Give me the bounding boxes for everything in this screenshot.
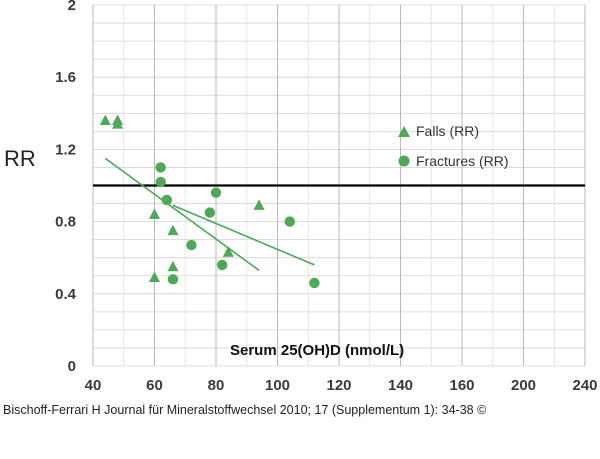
falls-point <box>149 208 160 219</box>
x-tick-label: 80 <box>208 377 225 394</box>
y-tick-label: 0.4 <box>55 286 77 303</box>
x-tick-labels: 40 60 80 100 120 140 160 200 240 <box>85 377 598 394</box>
fractures-point <box>216 259 228 271</box>
x-tick-label: 100 <box>265 377 290 394</box>
y-tick-label: 1.2 <box>55 141 76 158</box>
y-tick-label: 1.6 <box>55 69 76 86</box>
falls-point <box>112 118 124 129</box>
fractures-point <box>155 176 166 188</box>
falls-point <box>167 224 179 236</box>
trend-lines <box>104 157 315 271</box>
legend-fractures-label: Fractures (RR) <box>416 153 509 169</box>
y-tick-labels: 0 0.4 0.8 1.2 1.6 2 <box>55 0 77 375</box>
x-tick-label: 40 <box>85 377 102 394</box>
legend-fractures-marker <box>398 155 410 167</box>
falls-point <box>149 271 160 283</box>
falls-trend-line <box>104 157 260 271</box>
y-tick-label: 2 <box>68 0 76 14</box>
falls-point <box>253 199 265 210</box>
y-axis-label: RR <box>4 146 36 171</box>
fractures-point <box>309 277 320 289</box>
fractures-point <box>167 274 179 285</box>
x-tick-label: 140 <box>388 377 413 394</box>
legend-falls-label: Falls (RR) <box>416 123 479 139</box>
fractures-point <box>204 207 216 218</box>
legend: Falls (RR) Fractures (RR) <box>398 123 509 169</box>
fractures-point <box>155 162 166 173</box>
source-caption: Bischoff-Ferrari H Journal für Mineralst… <box>3 403 487 417</box>
fractures-point <box>186 239 197 251</box>
fractures-trend-line <box>172 204 315 266</box>
x-tick-label: 240 <box>572 377 597 394</box>
data-markers <box>99 114 320 289</box>
legend-falls-marker <box>398 126 410 137</box>
falls-point <box>167 260 179 272</box>
falls-point <box>222 246 234 257</box>
x-tick-label: 60 <box>146 377 163 394</box>
y-tick-label: 0 <box>68 358 76 375</box>
x-tick-label: 200 <box>511 377 536 394</box>
chart: 00.40.81.21.62 40 60 80 100 120 140 160 200 240 … <box>4 0 598 394</box>
fractures-point <box>210 187 222 198</box>
x-tick-label: 120 <box>326 377 351 394</box>
fractures-point <box>161 194 172 206</box>
falls-point <box>99 114 111 126</box>
fractures-point <box>284 216 295 227</box>
x-axis-label: Serum 25(OH)D (nmol/L) <box>230 342 404 359</box>
x-tick-label: 160 <box>449 377 474 394</box>
y-tick-label: 0.8 <box>55 214 76 231</box>
